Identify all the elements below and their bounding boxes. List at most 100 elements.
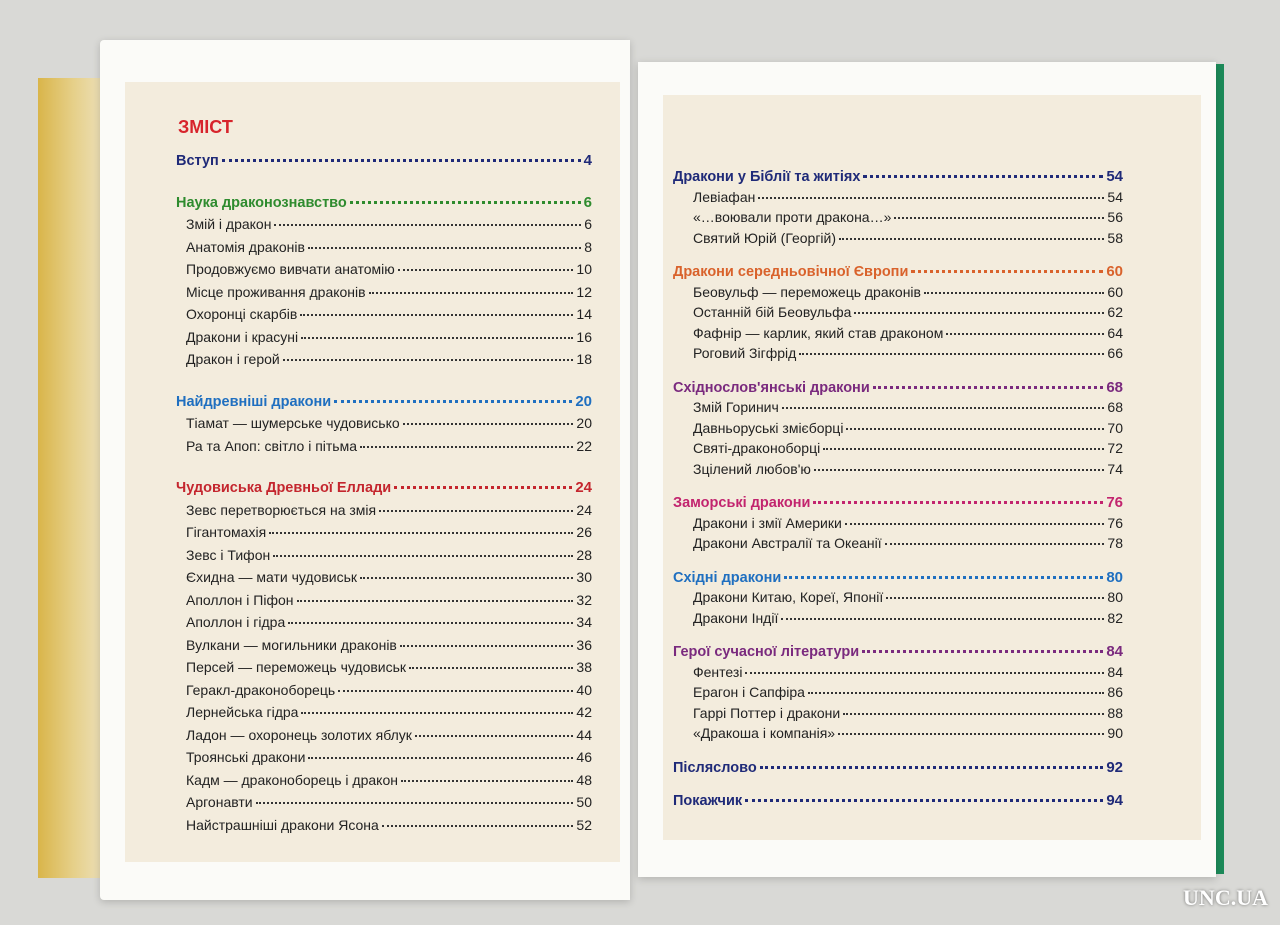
leader-dots: [282, 359, 574, 361]
page-background: [125, 82, 620, 862]
entry-row: Роговий Зігфрід 66: [673, 345, 1123, 365]
leader-dots: [360, 445, 574, 448]
page-number: 82: [1107, 609, 1123, 626]
leader-dots: [884, 543, 1105, 545]
page-number: 44: [576, 726, 592, 743]
leader-dots: [923, 291, 1105, 294]
entry-title: Святий Юрій (Георгій): [693, 229, 837, 246]
entry-title: Зевс перетворюється на змія: [186, 501, 377, 518]
leader-dots: [745, 799, 1104, 802]
entry-row: Зевс перетворюється на змія 24: [176, 502, 592, 522]
entry-title: Дракони Китаю, Кореї, Японії: [693, 589, 884, 605]
page-number: 54: [1107, 188, 1123, 205]
leader-dots: [807, 692, 1105, 694]
leader-dots: [368, 291, 574, 294]
section-title: Наука драконознавство: [176, 194, 347, 211]
entry-title: Змій Горинич: [693, 399, 779, 415]
page-number: 10: [576, 261, 592, 277]
leader-dots: [862, 650, 1104, 653]
entry-title: Аполлон і Піфон: [186, 591, 294, 608]
page-number: 56: [1107, 209, 1123, 225]
entry-row: Охоронці скарбів 14: [176, 306, 592, 326]
entry-row: Найстрашніші дракони Ясона 52: [176, 817, 592, 837]
page-number: 58: [1107, 229, 1123, 246]
page-number: 38: [576, 659, 592, 675]
page-number: 80: [1106, 568, 1123, 586]
cover-edge: [1214, 64, 1224, 874]
section-title: Східні дракони: [673, 569, 782, 586]
section-row: Покажчик 94: [673, 792, 1123, 812]
page-number: 72: [1107, 440, 1123, 456]
entry-title: Змій і дракон: [186, 216, 272, 232]
entry-title: Троянські дракони: [186, 749, 306, 765]
page-number: 94: [1106, 792, 1123, 809]
leader-dots: [288, 622, 574, 624]
entry-title: Дракони і змії Америки: [693, 514, 842, 531]
leader-dots: [394, 486, 573, 489]
page-number: 40: [576, 681, 592, 698]
page-number: 6: [583, 193, 592, 211]
entry-title: Персей — переможець чудовиськ: [186, 659, 407, 675]
leader-dots: [273, 554, 574, 557]
section-row: Вступ 4: [176, 152, 592, 172]
leader-dots: [946, 332, 1105, 335]
leader-dots: [255, 802, 574, 804]
section-row: Східнослов'янські дракони 68: [673, 379, 1123, 399]
entry-row: Давньоруські змієборці 70: [673, 420, 1123, 440]
entry-title: Ладон — охоронець золотих яблук: [186, 726, 412, 743]
entry-row: Дракон і герой 18: [176, 351, 592, 371]
page-number: 18: [576, 351, 592, 367]
entry-title: Гаррі Поттер і дракони: [693, 704, 841, 721]
section-title: Герої сучасної літератури: [673, 644, 860, 660]
page-number: 68: [1107, 399, 1123, 415]
page-number: 68: [1106, 378, 1123, 396]
section-title: Дракони середньовічної Європи: [673, 264, 909, 280]
page-number: 24: [575, 479, 592, 496]
entry-row: Єхидна — мати чудовиськ 30: [176, 569, 592, 589]
entry-title: Місце проживання драконів: [186, 283, 366, 300]
leader-dots: [379, 509, 574, 512]
leader-dots: [402, 423, 574, 425]
entry-title: Тіамат — шумерське чудовисько: [186, 415, 400, 431]
contents-title: ЗМІСТ: [178, 117, 233, 137]
leader-dots: [854, 312, 1105, 314]
page-number: 28: [576, 546, 592, 563]
leader-dots: [839, 237, 1105, 240]
leader-dots: [813, 468, 1105, 471]
page-number: 12: [576, 283, 592, 300]
leader-dots: [349, 200, 581, 204]
page-number: 70: [1107, 419, 1123, 436]
entry-row: Останній бій Беовульфа 62: [673, 304, 1123, 324]
page-number: 92: [1106, 758, 1123, 776]
page-number: 36: [576, 636, 592, 653]
section-row: Герої сучасної літератури 84: [673, 643, 1123, 663]
entry-row: «…воювали проти дракона…» 56: [673, 209, 1123, 229]
leader-dots: [360, 577, 574, 579]
page-number: 88: [1107, 704, 1123, 721]
page-number: 60: [1106, 263, 1123, 280]
section-row: Заморські дракони 76: [673, 494, 1123, 514]
entry-title: Дракони і красуні: [186, 328, 299, 345]
entry-row: Левіафан 54: [673, 189, 1123, 209]
leader-dots: [872, 385, 1104, 389]
section-row: Дракони у Біблії та житіях 54: [673, 168, 1123, 188]
entry-row: «Дракоша і компанія» 90: [673, 725, 1123, 745]
entry-title: Аполлон і гідра: [186, 614, 286, 630]
entry-row: Вулкани — могильники драконів 36: [176, 637, 592, 657]
page-number: 54: [1106, 168, 1123, 185]
entry-title: Вулкани — могильники драконів: [186, 636, 397, 653]
section-row: Чудовиська Древньої Еллади 24: [176, 479, 592, 499]
page-number: 26: [576, 524, 592, 540]
page-number: 6: [584, 216, 592, 232]
entry-row: Продовжуємо вивчати анатомію 10: [176, 261, 592, 281]
section-title: Вступ: [176, 153, 219, 169]
section-row: Дракони середньовічної Європи 60: [673, 263, 1123, 283]
entry-row: Святий Юрій (Георгій) 58: [673, 230, 1123, 250]
page-background: [663, 95, 1201, 840]
page-number: 22: [576, 437, 592, 454]
entry-row: Лернейська гідра 42: [176, 704, 592, 724]
entry-title: Давньоруські змієборці: [693, 419, 844, 436]
entry-title: Роговий Зігфрід: [693, 345, 797, 361]
leader-dots: [221, 159, 581, 162]
